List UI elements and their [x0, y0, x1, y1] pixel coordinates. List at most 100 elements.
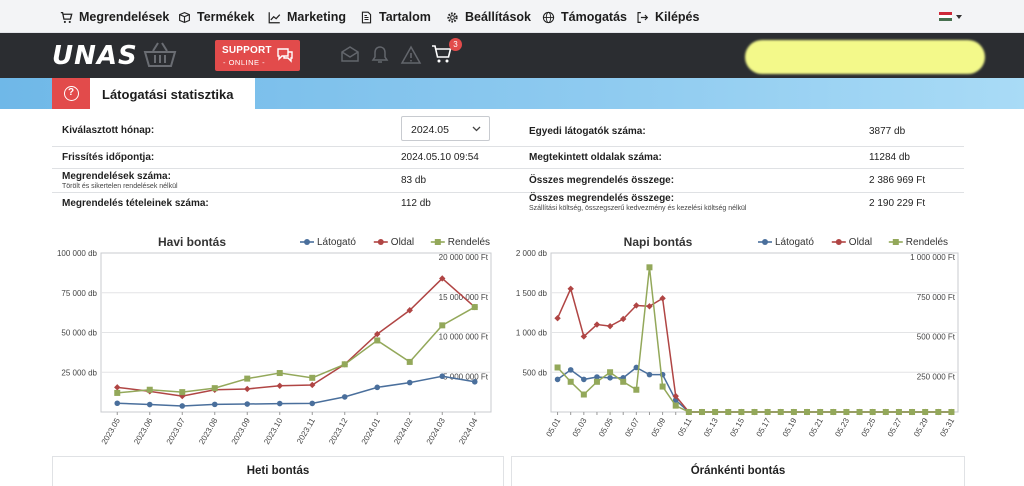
legend-label: Oldal	[849, 237, 872, 248]
legend-label: Látogató	[775, 237, 814, 248]
data-point	[594, 374, 600, 380]
x-tick-label: 2023.05	[100, 416, 123, 446]
legend-label: Rendelés	[448, 237, 490, 248]
unique-visitors-label: Egyedi látogatók száma:	[529, 126, 646, 137]
menu-marketing[interactable]: Marketing	[268, 10, 346, 24]
data-point	[374, 384, 381, 391]
data-point	[244, 401, 251, 407]
menu-settings[interactable]: Beállítások	[446, 10, 531, 24]
month-label: Kiválasztott hónap:	[62, 125, 155, 136]
x-tick-label: 2023.11	[295, 416, 317, 446]
support-label: SUPPORT	[222, 45, 272, 56]
x-tick-label: 05.01	[544, 416, 562, 438]
data-point	[554, 376, 561, 383]
data-point	[646, 303, 653, 310]
monthly-chart: Havi bontás Látogató Oldal Rendelés 25 000 d…	[57, 235, 492, 446]
chart-title: Napi bontás	[624, 235, 693, 249]
cart-icon[interactable]	[431, 44, 453, 64]
unas-logo[interactable]: UNAS	[52, 41, 138, 71]
data-point	[607, 375, 613, 381]
x-tick-label: 05.17	[755, 416, 773, 438]
page-title-box: ? Látogatási statisztika	[52, 78, 255, 109]
data-point	[374, 330, 381, 338]
logout-icon	[637, 11, 649, 23]
data-point	[146, 386, 153, 393]
data-point	[211, 401, 218, 408]
data-point	[948, 409, 955, 415]
hungarian-flag-icon[interactable]	[939, 12, 952, 21]
page-views-label: Megtekintett oldalak száma:	[529, 152, 662, 163]
y2-tick-label: 750 000 Ft	[917, 293, 956, 302]
page-views-value: 11284 db	[869, 152, 910, 163]
data-point	[439, 275, 446, 282]
mail-icon[interactable]	[340, 45, 360, 63]
data-point	[341, 361, 348, 368]
menu-content[interactable]: Tartalom	[360, 10, 431, 24]
bell-icon[interactable]	[371, 45, 389, 65]
data-point	[856, 409, 863, 415]
x-tick-label: 2023.12	[327, 416, 350, 446]
y-tick-label: 1 000 db	[516, 329, 548, 338]
order-items-value: 112 db	[401, 198, 431, 209]
document-icon	[361, 11, 372, 23]
data-point	[276, 382, 283, 389]
orders-value: 83 db	[401, 175, 427, 186]
x-tick-label: 2024.03	[425, 416, 448, 446]
data-point	[935, 409, 942, 415]
weekly-panel: Heti bontás	[52, 456, 504, 486]
data-point	[567, 378, 574, 385]
menu-content-label: Tartalom	[379, 10, 431, 24]
data-point	[922, 409, 929, 415]
menu-orders-label: Megrendelések	[79, 10, 170, 24]
menu-logout[interactable]: Kilépés	[636, 10, 699, 24]
data-point	[725, 409, 732, 415]
month-select[interactable]: 2024.05	[401, 116, 490, 141]
data-point	[211, 385, 218, 392]
x-tick-label: 05.19	[781, 416, 799, 438]
warning-icon[interactable]	[400, 45, 422, 65]
chevron-down-icon	[472, 126, 481, 132]
basket-logo-icon	[143, 42, 177, 67]
x-tick-label: 2023.08	[197, 416, 220, 446]
help-icon[interactable]: ?	[52, 78, 90, 109]
x-tick-label: 2023.10	[262, 416, 285, 446]
data-point	[830, 409, 837, 415]
y-tick-label: 500 db	[523, 368, 548, 377]
cart-icon	[60, 11, 73, 23]
menu-orders[interactable]: Megrendelések	[60, 10, 169, 24]
user-account-highlight[interactable]	[745, 40, 985, 74]
menu-settings-label: Beállítások	[465, 10, 532, 24]
menu-marketing-label: Marketing	[287, 10, 347, 24]
support-button[interactable]: SUPPORT - ONLINE -	[215, 40, 300, 71]
data-point	[567, 367, 574, 373]
top-menu: Megrendelések Termékek Marketing Tartalo…	[0, 0, 1024, 33]
stats-row: Megrendelés tételeinek száma: 112 db Öss…	[52, 193, 964, 217]
menu-products-label: Termékek	[197, 10, 255, 24]
series-line	[117, 375, 475, 407]
stats-row: Megrendelések száma: Törölt és sikertele…	[52, 169, 964, 193]
y2-tick-label: 250 000 Ft	[917, 372, 956, 381]
x-tick-label: 05.27	[886, 416, 904, 438]
x-tick-label: 2024.02	[392, 416, 415, 446]
data-point	[777, 409, 784, 415]
data-point	[804, 409, 811, 415]
total-orders-label: Összes megrendelés összege:	[529, 175, 675, 186]
data-point	[244, 375, 251, 382]
x-tick-label: 05.21	[807, 416, 825, 438]
total-net-value: 2 190 229 Ft	[869, 198, 926, 209]
legend-marker	[762, 239, 768, 245]
data-point	[406, 358, 413, 365]
y2-tick-label: 20 000 000 Ft	[439, 253, 489, 262]
data-point	[646, 264, 653, 271]
x-tick-label: 05.23	[833, 416, 851, 438]
menu-support[interactable]: Támogatás	[542, 10, 627, 24]
legend-marker	[434, 239, 441, 245]
refresh-value: 2024.05.10 09:54	[401, 152, 479, 163]
menu-products[interactable]: Termékek	[178, 10, 254, 24]
chevron-down-icon[interactable]	[956, 15, 962, 19]
y-tick-label: 50 000 db	[61, 329, 97, 338]
data-point	[244, 385, 251, 393]
box-icon	[179, 11, 190, 23]
data-point	[593, 378, 600, 385]
data-point	[374, 337, 381, 344]
